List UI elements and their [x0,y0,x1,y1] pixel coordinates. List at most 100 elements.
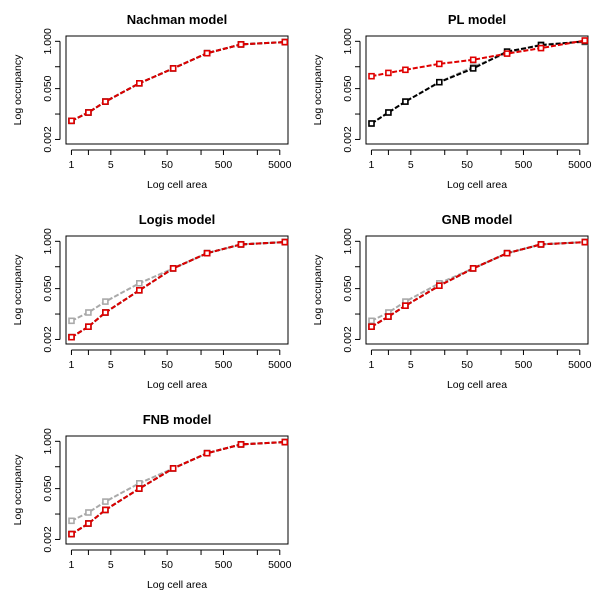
plot-frame [65,435,289,545]
data-point [435,78,443,86]
data-point [402,98,409,105]
x-tick-label: 5000 [268,159,292,171]
y-axis-label: Log occupancy [12,454,24,525]
x-tick-label: 5000 [268,559,292,571]
x-tick-label: 500 [515,359,533,371]
series-line [70,441,285,535]
data-point [68,530,75,538]
data-point [469,56,477,64]
data-point [385,313,392,320]
data-point [85,323,92,331]
x-tick-label: 50 [161,359,173,371]
data-point [102,498,109,505]
x-tick-label: 5 [108,159,114,171]
x-axis-label: Log cell area [447,179,507,191]
series-line [71,41,285,122]
data-point [237,41,245,48]
data-point [102,98,109,105]
data-point [136,286,143,294]
data-point [581,37,589,44]
series-1 [368,38,589,127]
series-line [70,241,285,339]
x-tick-label: 1 [69,359,75,371]
data-point [469,65,477,72]
series-line [71,41,285,122]
data-point [136,485,143,492]
x-tick-label: 5 [108,359,114,371]
data-point [136,479,143,487]
series-1 [68,238,289,325]
x-tick-label: 1 [369,359,375,371]
x-tick-label: 50 [461,159,473,171]
data-point [237,441,245,448]
x-tick-label: 500 [215,159,233,171]
chart-title: Nachman model [127,12,227,27]
data-point [537,241,545,248]
series-line [71,41,285,122]
y-tick-label: 0.002 [42,326,54,352]
data-point [203,249,211,257]
data-point [102,506,109,514]
series-1 [368,238,589,325]
chart-panel-1: Nachman model Log cell area Log occupancy 1… [12,12,292,191]
data-point [136,80,143,87]
y-tick-label: 1.000 [42,228,54,254]
chart-title: GNB model [442,212,513,227]
chart-title: FNB model [143,412,212,427]
x-tick-label: 5000 [568,159,592,171]
x-tick-label: 1 [69,559,75,571]
data-point [368,72,375,80]
y-tick-label: 0.050 [42,475,54,501]
data-point [281,238,289,246]
series-2 [368,37,589,127]
data-point [102,298,109,305]
x-tick-label: 50 [161,559,173,571]
series-3 [368,238,589,331]
series-3 [68,238,289,341]
y-tick-label: 1.000 [342,28,354,54]
x-tick-label: 5000 [268,359,292,371]
series-line [370,40,585,125]
y-axis-label: Log occupancy [12,54,24,125]
data-point [402,66,409,74]
x-tick-label: 50 [461,359,473,371]
series-3 [368,37,589,80]
data-point [469,265,477,272]
data-point [537,44,545,52]
data-point [368,120,375,127]
x-axis-label: Log cell area [147,379,207,391]
data-point [435,282,443,290]
y-tick-label: 0.050 [42,75,54,101]
y-tick-label: 1.000 [42,28,54,54]
series-2 [368,238,589,331]
series-line [371,39,585,78]
data-point [281,438,289,446]
y-tick-label: 0.002 [342,126,354,152]
data-point [435,60,443,68]
x-axis-label: Log cell area [147,579,207,591]
y-axis-label: Log occupancy [312,54,324,125]
chart-panel-5: FNB model Log cell area Log occupancy 1 5 50 5… [12,412,292,591]
x-tick-label: 1 [69,159,75,171]
plot-frame [65,235,289,345]
chart-title: Logis model [139,212,216,227]
data-point [169,465,177,472]
data-point [68,117,75,125]
y-tick-label: 1.000 [342,228,354,254]
x-axis-label: Log cell area [147,179,207,191]
series-1 [68,438,289,525]
data-point [203,49,211,57]
x-tick-label: 500 [215,359,233,371]
data-point [68,317,75,325]
data-point [85,309,92,316]
series-line [70,241,285,339]
y-tick-label: 0.050 [342,75,354,101]
data-point [68,517,75,525]
data-point [368,323,375,331]
data-point [503,50,511,57]
data-point [385,69,392,77]
x-tick-label: 500 [215,559,233,571]
series-line [70,441,285,535]
series-line [71,241,285,322]
